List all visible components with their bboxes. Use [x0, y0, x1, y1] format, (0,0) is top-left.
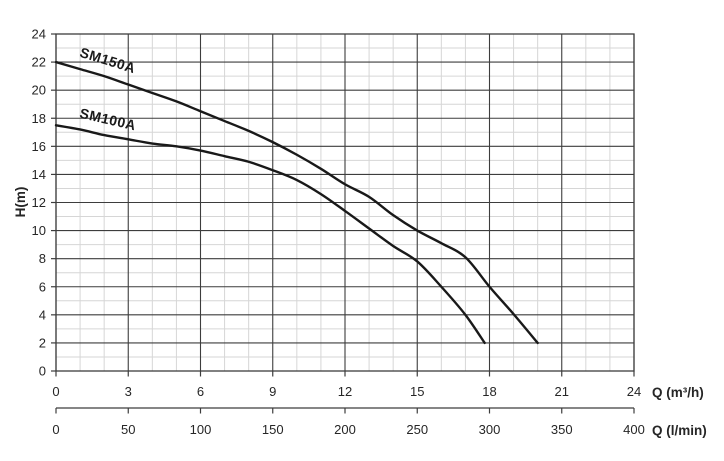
- x-tick-label: 15: [410, 384, 424, 399]
- x-tick-label: 3: [125, 384, 132, 399]
- x-tick-label: 18: [482, 384, 496, 399]
- y-tick-label: 14: [32, 167, 46, 182]
- y-tick-label: 16: [32, 139, 46, 154]
- y-tick-label: 4: [39, 307, 46, 322]
- y-tick-label: 8: [39, 251, 46, 266]
- y-tick-label: 18: [32, 111, 46, 126]
- y-tick-label: 24: [32, 27, 46, 42]
- x-tick-label: 24: [627, 384, 641, 399]
- x2-tick-label: 100: [190, 422, 212, 437]
- y-tick-label: 20: [32, 83, 46, 98]
- curves-layer: [54, 60, 539, 345]
- x2-tick-label: 400: [623, 422, 645, 437]
- x2-tick-label: 250: [406, 422, 428, 437]
- x-tick-label: 12: [338, 384, 352, 399]
- curve-sm150a: [54, 60, 539, 345]
- x-axis-primary-title: Q (m³/h): [652, 385, 704, 400]
- x2-tick-label: 0: [52, 422, 59, 437]
- y-tick-label: 2: [39, 335, 46, 350]
- major-gridlines-layer: [55, 33, 635, 372]
- x2-tick-label: 300: [479, 422, 501, 437]
- y-tick-label: 6: [39, 279, 46, 294]
- y-tick-label: 10: [32, 223, 46, 238]
- curve-label-sm100a: SM100A: [78, 105, 138, 134]
- x-axis-primary-tick-labels: 0 3 6 9 12 15 18 21 24: [52, 384, 641, 399]
- x-tick-label: 6: [197, 384, 204, 399]
- x2-tick-label: 200: [334, 422, 356, 437]
- x-axis-secondary-title: Q (l/min): [652, 423, 707, 438]
- y-tick-label: 0: [39, 364, 46, 379]
- x-tick-label: 9: [269, 384, 276, 399]
- x-tick-label: 0: [52, 384, 59, 399]
- y-tick-label: 12: [32, 195, 46, 210]
- x2-tick-label: 150: [262, 422, 284, 437]
- x-tick-label: 21: [555, 384, 569, 399]
- x2-tick-label: 50: [121, 422, 135, 437]
- x-axis-secondary: 0 50 100 150 200 250 300 350 400: [52, 407, 645, 437]
- x2-tick-label: 350: [551, 422, 573, 437]
- curve-sm100a: [54, 124, 486, 345]
- axis-tick-marks-layer: [51, 33, 635, 377]
- y-axis-title: H(m): [13, 187, 28, 218]
- y-tick-label: 22: [32, 55, 46, 70]
